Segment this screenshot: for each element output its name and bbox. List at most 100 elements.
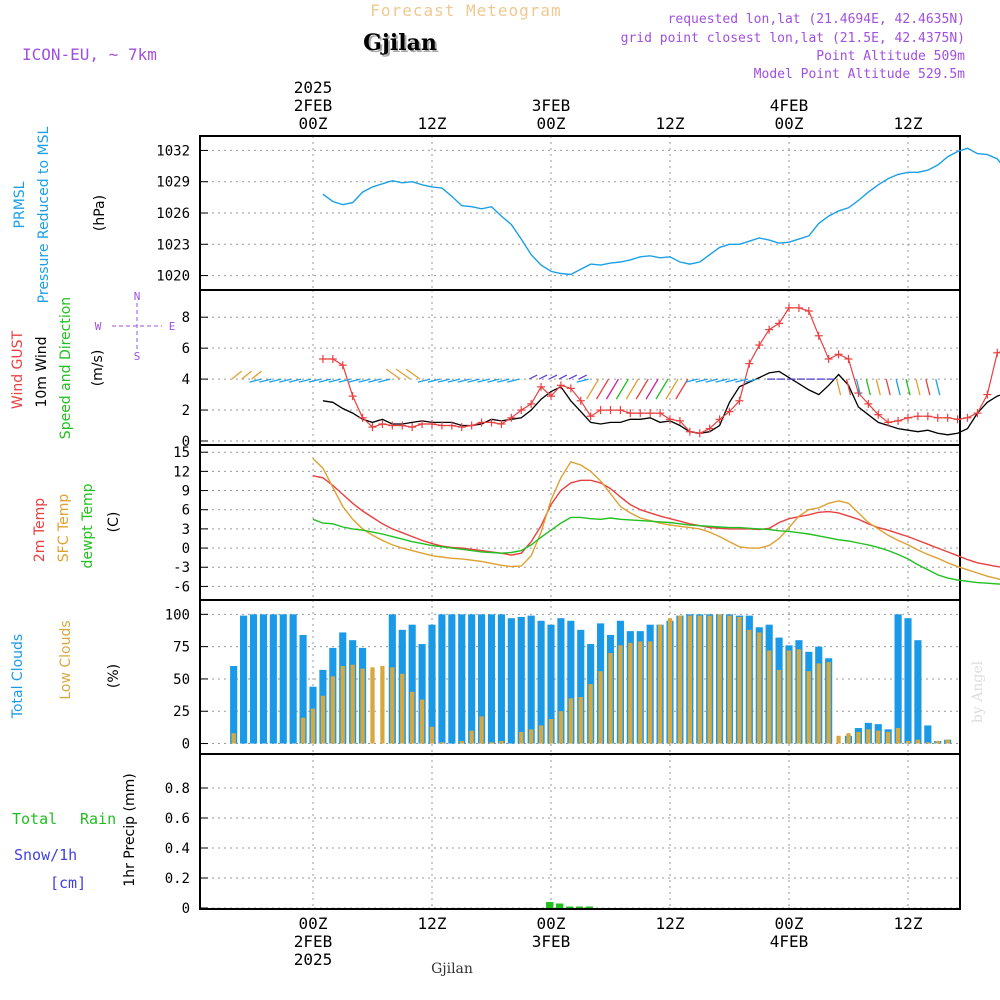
top-time-label: 2FEB [294, 96, 333, 115]
wind-direction-arrow [645, 378, 659, 400]
wind-direction-arrow [368, 378, 381, 383]
y-tick-label: 25 [173, 704, 190, 720]
bottom-time-label: 12Z [656, 914, 685, 933]
total-cloud-bar [577, 629, 585, 744]
y-tick-label: 0.4 [165, 841, 190, 857]
bottom-time-label: 00Z [775, 914, 804, 933]
y-tick-label: 6 [182, 341, 190, 357]
wind-direction-arrow [437, 378, 451, 383]
low-cloud-bar [886, 731, 891, 744]
low-cloud-bar [727, 615, 732, 744]
low-cloud-bar [806, 671, 811, 744]
wind-direction-arrow [259, 378, 272, 383]
top-time-label: 00Z [775, 114, 804, 133]
low-cloud-bar [876, 730, 881, 744]
wind-direction-arrow [288, 378, 302, 383]
low-cloud-bar [786, 650, 792, 744]
dewpt-temp-line [312, 516, 1000, 585]
low-cloud-bar [628, 642, 633, 744]
total-cloud-bar [904, 618, 912, 744]
y-tick-label: -3 [173, 560, 190, 576]
wind-direction-arrow [427, 378, 441, 383]
compass-icon: N W E S [95, 290, 176, 363]
model-label: ICON-EU, ~ 7km [22, 45, 157, 64]
wind-direction-arrow [528, 374, 538, 380]
total-cloud-bar [478, 614, 486, 744]
sfc-temp-line [312, 458, 1000, 581]
y-tick-label: 0 [182, 901, 190, 917]
low-cloud-bar [320, 695, 326, 744]
total-cloud-bar [289, 614, 297, 744]
wind-direction-arrow [595, 378, 610, 400]
low-cloud-bar [747, 629, 752, 744]
precip-unit-label: 1hr Precip (mm) [122, 773, 138, 886]
wind-gust-line [322, 307, 1000, 434]
total-cloud-bar [537, 620, 545, 744]
wind-direction-arrow [735, 378, 748, 383]
sfc-temp-label: SFC Temp [56, 494, 72, 563]
y-tick-label: 9 [182, 484, 190, 500]
wind-direction-arrow [895, 378, 901, 396]
low-cloud-bar [310, 708, 316, 744]
total-cloud-bar [438, 614, 446, 744]
bottom-time-label: 12Z [894, 914, 923, 933]
wind-direction-arrow [558, 374, 568, 380]
clouds-panel: 0 25 50 75 100 [165, 599, 961, 755]
wind-direction-arrow [915, 378, 921, 396]
low-cloud-bar [796, 649, 802, 744]
wind-direction-arrow [885, 378, 891, 396]
total-cloud-bar [468, 614, 476, 744]
wind-direction-arrow [457, 378, 470, 383]
compass-s: S [134, 350, 141, 363]
y-tick-label: 0.8 [165, 781, 190, 797]
wind-direction-arrow [385, 368, 401, 380]
total-cloud-bar [249, 614, 258, 744]
total-cloud-bar [487, 614, 496, 744]
wind-direction-arrow [241, 370, 253, 380]
wind-direction-arrow [417, 378, 431, 383]
wind-direction-arrow [655, 378, 669, 400]
temp-2m-label: 2m Temp [32, 498, 48, 562]
wind-direction-arrow [675, 378, 689, 400]
compass-e: E [169, 320, 176, 333]
total-cloud-bar [924, 725, 932, 744]
y-tick-label: 0 [182, 541, 190, 557]
low-cloud-bar [350, 664, 355, 744]
celsius-unit-label: (C) [106, 512, 122, 533]
y-tick-label: 2 [182, 403, 190, 419]
wind-direction-arrow [935, 378, 941, 396]
wind-direction-arrow [497, 378, 510, 383]
rain-bar [555, 903, 564, 908]
wind-direction-arrow [576, 378, 589, 383]
wind-10m-label: 10m Wind [34, 336, 50, 407]
low-cloud-bar [846, 733, 851, 744]
compass-n: N [134, 290, 141, 303]
top-time-label: 2025 [294, 78, 333, 97]
wind-direction-arrow [725, 378, 738, 383]
bottom-time-label: 2FEB [294, 932, 333, 951]
rain-bar [546, 902, 554, 908]
wind-direction-arrow [715, 378, 728, 383]
low-cloud-bar [489, 742, 494, 744]
low-cloud-bar [300, 717, 306, 744]
total-cloud-bar [894, 614, 902, 744]
total-cloud-bar [448, 614, 456, 744]
y-tick-label: 1032 [156, 143, 190, 159]
top-time-label: 3FEB [532, 96, 571, 115]
wind-direction-arrow [855, 378, 862, 396]
low-cloud-bar [529, 729, 534, 744]
y-tick-label: 1023 [156, 237, 190, 253]
y-tick-label: 100 [165, 607, 190, 623]
total-cloud-bar [418, 644, 426, 744]
low-clouds-label: Low Clouds [58, 620, 74, 699]
low-cloud-bar [856, 731, 861, 744]
top-time-label: 00Z [299, 114, 328, 133]
wind-direction-arrow [231, 370, 243, 380]
y-tick-label: 6 [182, 503, 190, 519]
low-cloud-bar [667, 618, 673, 744]
total-clouds-label: Total Clouds [10, 634, 26, 719]
low-cloud-bar [231, 733, 236, 744]
bottom-time-label: 00Z [537, 914, 566, 933]
wind-direction-arrow [251, 370, 262, 380]
